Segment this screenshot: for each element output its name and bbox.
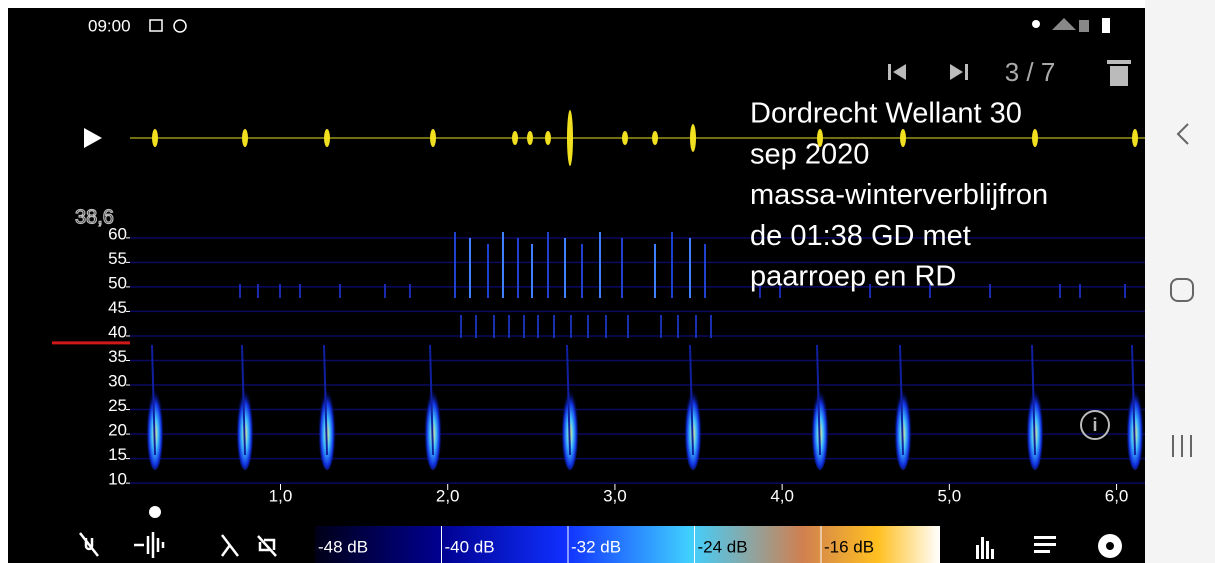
waveform-burst (545, 131, 551, 145)
colorbar-label: -16 dB (824, 537, 874, 556)
nav-bar (1145, 0, 1215, 563)
title-line: sep 2020 (750, 138, 869, 170)
waveform-burst (567, 110, 573, 166)
info-icon: i (1092, 415, 1097, 435)
waveform-burst (527, 131, 533, 145)
x-tick-label: 5,0 (938, 486, 962, 505)
x-tick-label: 1,0 (269, 486, 293, 505)
file-counter: 3 / 7 (1005, 57, 1056, 87)
x-tick-label: 4,0 (770, 486, 794, 505)
x-tick-label: 3,0 (603, 486, 627, 505)
title-line: Dordrecht Wellant 30 (750, 98, 1022, 130)
y-tick-label: 20 (108, 421, 127, 440)
location-icon (1032, 20, 1040, 28)
colorbar-label: -24 dB (698, 537, 748, 556)
title-line: massa-winterverblijfron (750, 179, 1048, 211)
settings-button[interactable] (1098, 534, 1122, 558)
y-tick-label: 40 (108, 322, 127, 341)
colorbar-label: -40 dB (445, 537, 495, 556)
page: 09:00 3 / 7 605550454035302520151038,61,… (0, 0, 1215, 563)
y-tick-label: 45 (108, 298, 127, 317)
colorbar-label: -32 dB (571, 537, 621, 556)
waveform-burst (652, 131, 658, 145)
y-tick-label: 35 (108, 347, 127, 366)
app-screen: 09:00 3 / 7 605550454035302520151038,61,… (0, 0, 1215, 563)
x-tick-label: 2,0 (436, 486, 460, 505)
y-tick-label: 25 (108, 396, 127, 415)
screen-background (8, 8, 1145, 563)
waveform-burst (430, 129, 436, 147)
colorbar-label: -48 dB (318, 537, 368, 556)
waveform-burst (512, 131, 518, 145)
marker-label: 38,6 (75, 206, 114, 228)
y-tick-label: 50 (108, 273, 127, 292)
waveform-burst (152, 129, 158, 147)
waveform-burst (242, 129, 248, 147)
waveform-burst (622, 131, 628, 145)
y-tick-label: 30 (108, 372, 127, 391)
waveform-burst (900, 129, 906, 147)
waveform-burst (1132, 129, 1138, 147)
waveform-burst (1032, 129, 1038, 147)
signal-icon (1079, 20, 1089, 32)
delete-button[interactable] (1107, 60, 1131, 86)
waveform-burst (324, 129, 330, 147)
x-tick-label: 6,0 (1105, 486, 1129, 505)
position-dot (149, 506, 161, 518)
waveform-burst (690, 124, 696, 152)
status-time: 09:00 (88, 16, 131, 35)
y-tick-label: 10 (108, 470, 127, 489)
battery-icon (1102, 18, 1110, 33)
title-line: de 01:38 GD met (750, 220, 971, 252)
title-line: paarroep en RD (750, 260, 956, 292)
y-tick-label: 55 (108, 249, 127, 268)
y-tick-label: 15 (108, 445, 127, 464)
